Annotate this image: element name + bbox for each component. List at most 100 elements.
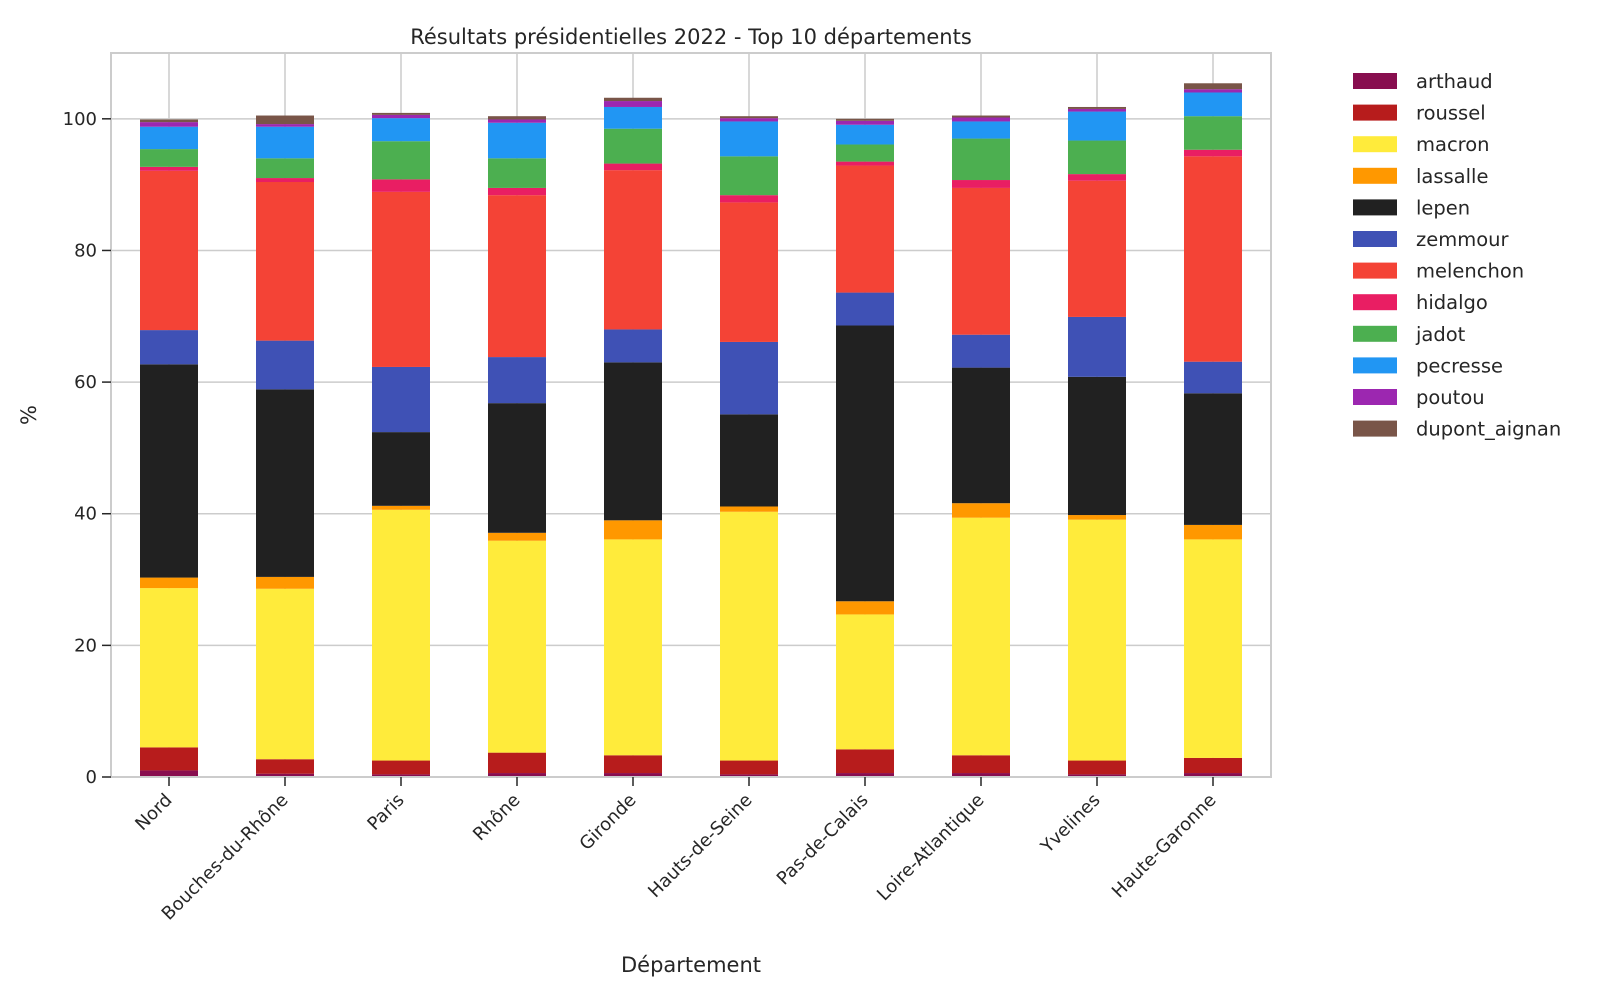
y-tick-label: 60 — [74, 372, 97, 393]
bar-segment-dupont_aignan — [1068, 107, 1126, 109]
bar-segment-macron — [836, 614, 894, 749]
bar-segment-melenchon — [140, 171, 198, 330]
bar-segment-roussel — [256, 759, 314, 773]
bar-segment-roussel — [952, 755, 1010, 773]
bar-segment-zemmour — [720, 342, 778, 414]
bar-segment-hidalgo — [256, 178, 314, 182]
bar-segment-hidalgo — [720, 195, 778, 202]
bar-segment-dupont_aignan — [488, 116, 546, 119]
legend-swatch-roussel — [1353, 105, 1397, 121]
legend-swatch-lassalle — [1353, 168, 1397, 184]
legend-label-lepen: lepen — [1416, 196, 1470, 219]
bar-segment-macron — [140, 588, 198, 747]
bar-segment-jadot — [952, 139, 1010, 180]
bar-segment-poutou — [836, 121, 894, 125]
y-tick-label: 0 — [86, 767, 97, 788]
bar-segment-zemmour — [488, 357, 546, 403]
bar-segment-macron — [1068, 520, 1126, 761]
bar-segment-roussel — [372, 761, 430, 775]
bar-segment-melenchon — [604, 170, 662, 329]
bar-segment-pecresse — [488, 123, 546, 159]
bar-segment-lepen — [720, 414, 778, 506]
bar-segment-macron — [372, 510, 430, 761]
bar-segment-pecresse — [256, 127, 314, 159]
bar-segment-dupont_aignan — [256, 116, 314, 125]
legend-swatch-dupont_aignan — [1353, 421, 1397, 437]
bar-segment-pecresse — [140, 127, 198, 149]
legend-label-dupont_aignan: dupont_aignan — [1416, 418, 1561, 441]
bar-segment-hidalgo — [372, 179, 430, 192]
bar-segment-macron — [720, 512, 778, 761]
bar-segment-lassalle — [952, 503, 1010, 517]
bar-segment-lassalle — [372, 506, 430, 510]
y-tick-label: 100 — [63, 109, 97, 130]
bar-segment-hidalgo — [1068, 174, 1126, 181]
bar-segment-melenchon — [1068, 181, 1126, 317]
bar-segment-lepen — [604, 362, 662, 520]
bar-segment-poutou — [488, 119, 546, 122]
bar-segment-hidalgo — [952, 180, 1010, 188]
bar-segment-dupont_aignan — [952, 116, 1010, 118]
bar-segment-hidalgo — [836, 162, 894, 166]
bar-segment-poutou — [140, 122, 198, 127]
bar-segment-jadot — [140, 149, 198, 167]
bar-segment-jadot — [372, 141, 430, 179]
bar-segment-dupont_aignan — [140, 119, 198, 122]
bar-segment-zemmour — [836, 293, 894, 326]
legend-swatch-lepen — [1353, 199, 1397, 215]
y-axis-label: % — [17, 405, 41, 425]
bar-segment-macron — [604, 539, 662, 755]
legend-label-macron: macron — [1416, 133, 1490, 156]
bar-segment-pecresse — [604, 107, 662, 129]
legend-swatch-arthaud — [1353, 73, 1397, 89]
chart-title: Résultats présidentielles 2022 - Top 10 … — [410, 25, 972, 49]
bar-segment-poutou — [952, 118, 1010, 122]
bar-segment-jadot — [836, 144, 894, 161]
bar-segment-poutou — [720, 118, 778, 121]
bar-segment-pecresse — [720, 121, 778, 156]
legend-label-roussel: roussel — [1416, 102, 1486, 125]
bar-segment-lassalle — [836, 601, 894, 614]
legend-label-poutou: poutou — [1416, 386, 1485, 409]
bar-segment-dupont_aignan — [836, 119, 894, 121]
bar-segment-macron — [488, 541, 546, 753]
legend-swatch-poutou — [1353, 389, 1397, 405]
legend-swatch-hidalgo — [1353, 294, 1397, 310]
bar-segment-hidalgo — [140, 167, 198, 171]
y-tick-label: 40 — [74, 504, 97, 525]
bar-segment-macron — [1184, 539, 1242, 758]
bar-segment-melenchon — [952, 188, 1010, 335]
bar-segment-jadot — [1068, 141, 1126, 175]
legend-swatch-pecresse — [1353, 357, 1397, 373]
legend-swatch-melenchon — [1353, 263, 1397, 279]
bar-segment-dupont_aignan — [372, 113, 430, 115]
bar-segment-lepen — [1184, 393, 1242, 525]
bar-segment-hidalgo — [488, 188, 546, 195]
bar-segment-pecresse — [372, 118, 430, 141]
bar-segment-poutou — [1068, 109, 1126, 112]
legend-label-jadot: jadot — [1415, 323, 1466, 346]
bar-segment-jadot — [488, 158, 546, 188]
bar-segment-melenchon — [488, 195, 546, 357]
bar-segment-melenchon — [720, 202, 778, 342]
legend-swatch-jadot — [1353, 326, 1397, 342]
legend-label-hidalgo: hidalgo — [1416, 291, 1488, 314]
bar-segment-dupont_aignan — [604, 98, 662, 101]
bar-segment-zemmour — [140, 330, 198, 364]
bar-segment-roussel — [720, 761, 778, 775]
bar-segment-pecresse — [1184, 92, 1242, 116]
bar-segment-lassalle — [604, 520, 662, 539]
bar-segment-roussel — [488, 753, 546, 773]
bar-segment-hidalgo — [604, 164, 662, 171]
bar-segment-lepen — [952, 368, 1010, 504]
bar-segment-zemmour — [1184, 362, 1242, 394]
bar-segment-roussel — [140, 747, 198, 770]
bar-segment-roussel — [1184, 758, 1242, 773]
bar-segment-melenchon — [256, 182, 314, 341]
bar-segment-roussel — [604, 755, 662, 773]
bar-segment-roussel — [836, 749, 894, 773]
bar-segment-lassalle — [1184, 525, 1242, 539]
bar-segment-lepen — [836, 325, 894, 601]
